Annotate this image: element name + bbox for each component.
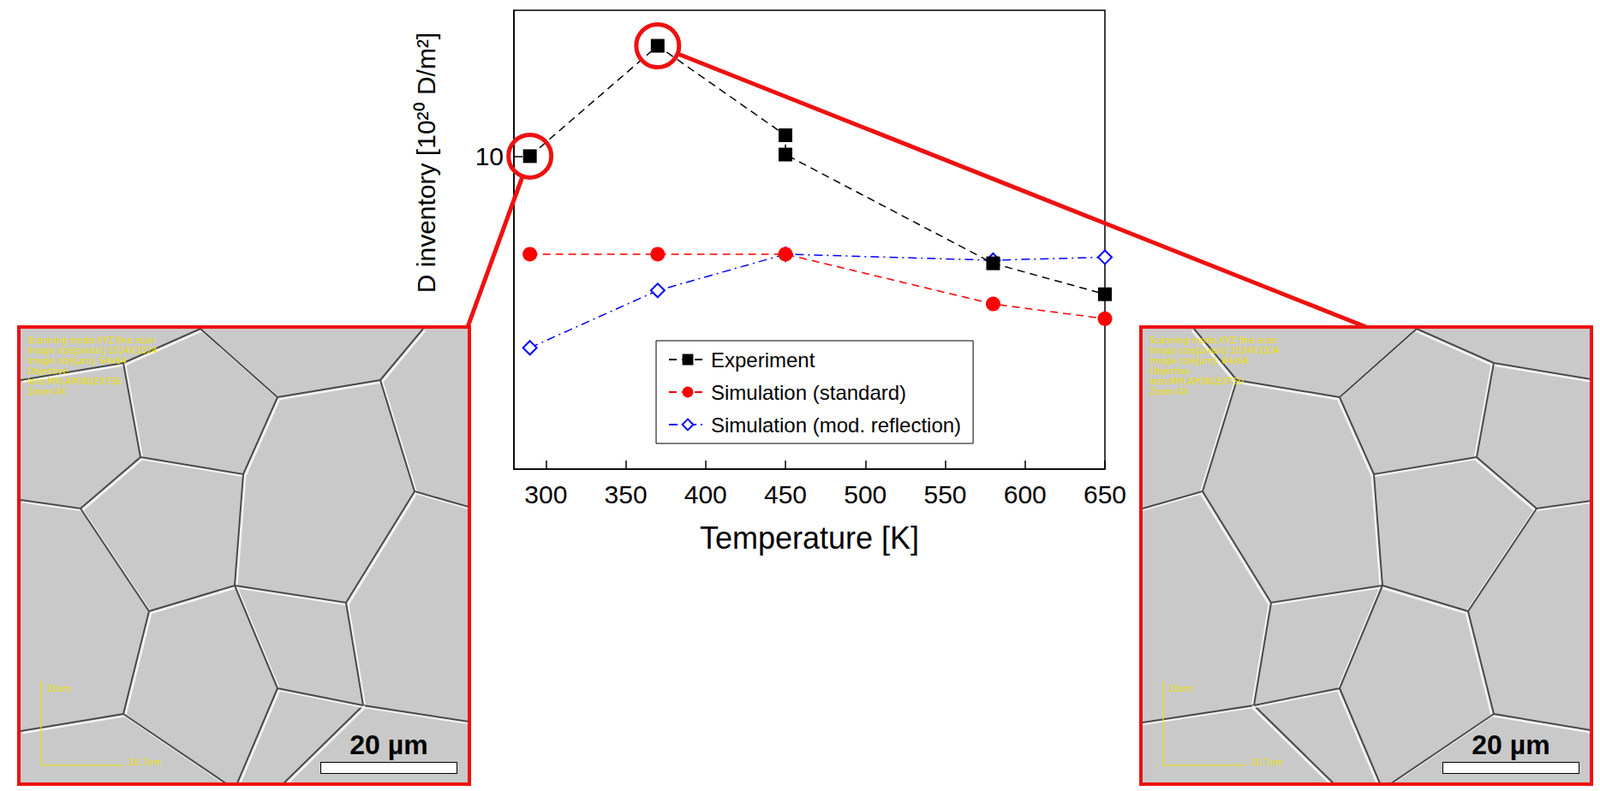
svg-text:500: 500 xyxy=(843,480,887,509)
html-text:lens:MPLAPONLEXT50: lens:MPLAPONLEXT50 xyxy=(1149,376,1244,387)
svg-text:Temperature [K]: Temperature [K] xyxy=(699,520,920,556)
svg-text:450: 450 xyxy=(764,480,807,509)
html-text:Zoom:4X: Zoom:4X xyxy=(1149,387,1189,397)
svg-text:10: 10 xyxy=(475,142,504,171)
svg-text:10.7um: 10.7um xyxy=(1250,758,1284,768)
svg-text:650: 650 xyxy=(1083,480,1127,509)
svg-text:10um: 10um xyxy=(46,684,72,694)
svg-text:10um: 10um xyxy=(1168,684,1194,694)
html-text:20 µm: 20 µm xyxy=(1471,729,1551,761)
html-text:Image size[µm]: 64x64: Image size[µm]: 64x64 xyxy=(27,356,127,366)
svg-text:400: 400 xyxy=(684,480,728,509)
html-text:Objective: Objective xyxy=(27,366,69,377)
svg-text:300: 300 xyxy=(524,480,568,509)
svg-text:Simulation (standard): Simulation (standard) xyxy=(710,381,907,405)
html-text:Image size[pixels]:1024X1024: Image size[pixels]:1024X1024 xyxy=(1149,346,1280,356)
svg-text:Experiment: Experiment xyxy=(710,348,816,372)
html-text:20 µm: 20 µm xyxy=(349,729,429,761)
html-text:Image size[pixels]:1024X1024: Image size[pixels]:1024X1024 xyxy=(27,346,158,356)
svg-text:600: 600 xyxy=(1003,480,1047,509)
svg-text:350: 350 xyxy=(604,480,648,509)
svg-text:Simulation (mod. reflection): Simulation (mod. reflection) xyxy=(710,413,962,437)
html-text:Scanning mode:XYZ fine scan: Scanning mode:XYZ fine scan xyxy=(1149,335,1278,346)
svg-text:10.7um: 10.7um xyxy=(128,758,162,768)
html-text:lens:MPLAPONLEXT50: lens:MPLAPONLEXT50 xyxy=(27,376,122,387)
html-text:Scanning mode:XYZ fine scan: Scanning mode:XYZ fine scan xyxy=(27,335,156,346)
svg-text:D inventory [10²⁰ D/m²]: D inventory [10²⁰ D/m²] xyxy=(411,32,441,293)
svg-text:550: 550 xyxy=(923,480,967,509)
html-text:Image size[µm]: 64x64: Image size[µm]: 64x64 xyxy=(1149,356,1249,366)
html-text:Zoom:4X: Zoom:4X xyxy=(27,387,67,397)
html-text:Objective: Objective xyxy=(1149,366,1191,377)
